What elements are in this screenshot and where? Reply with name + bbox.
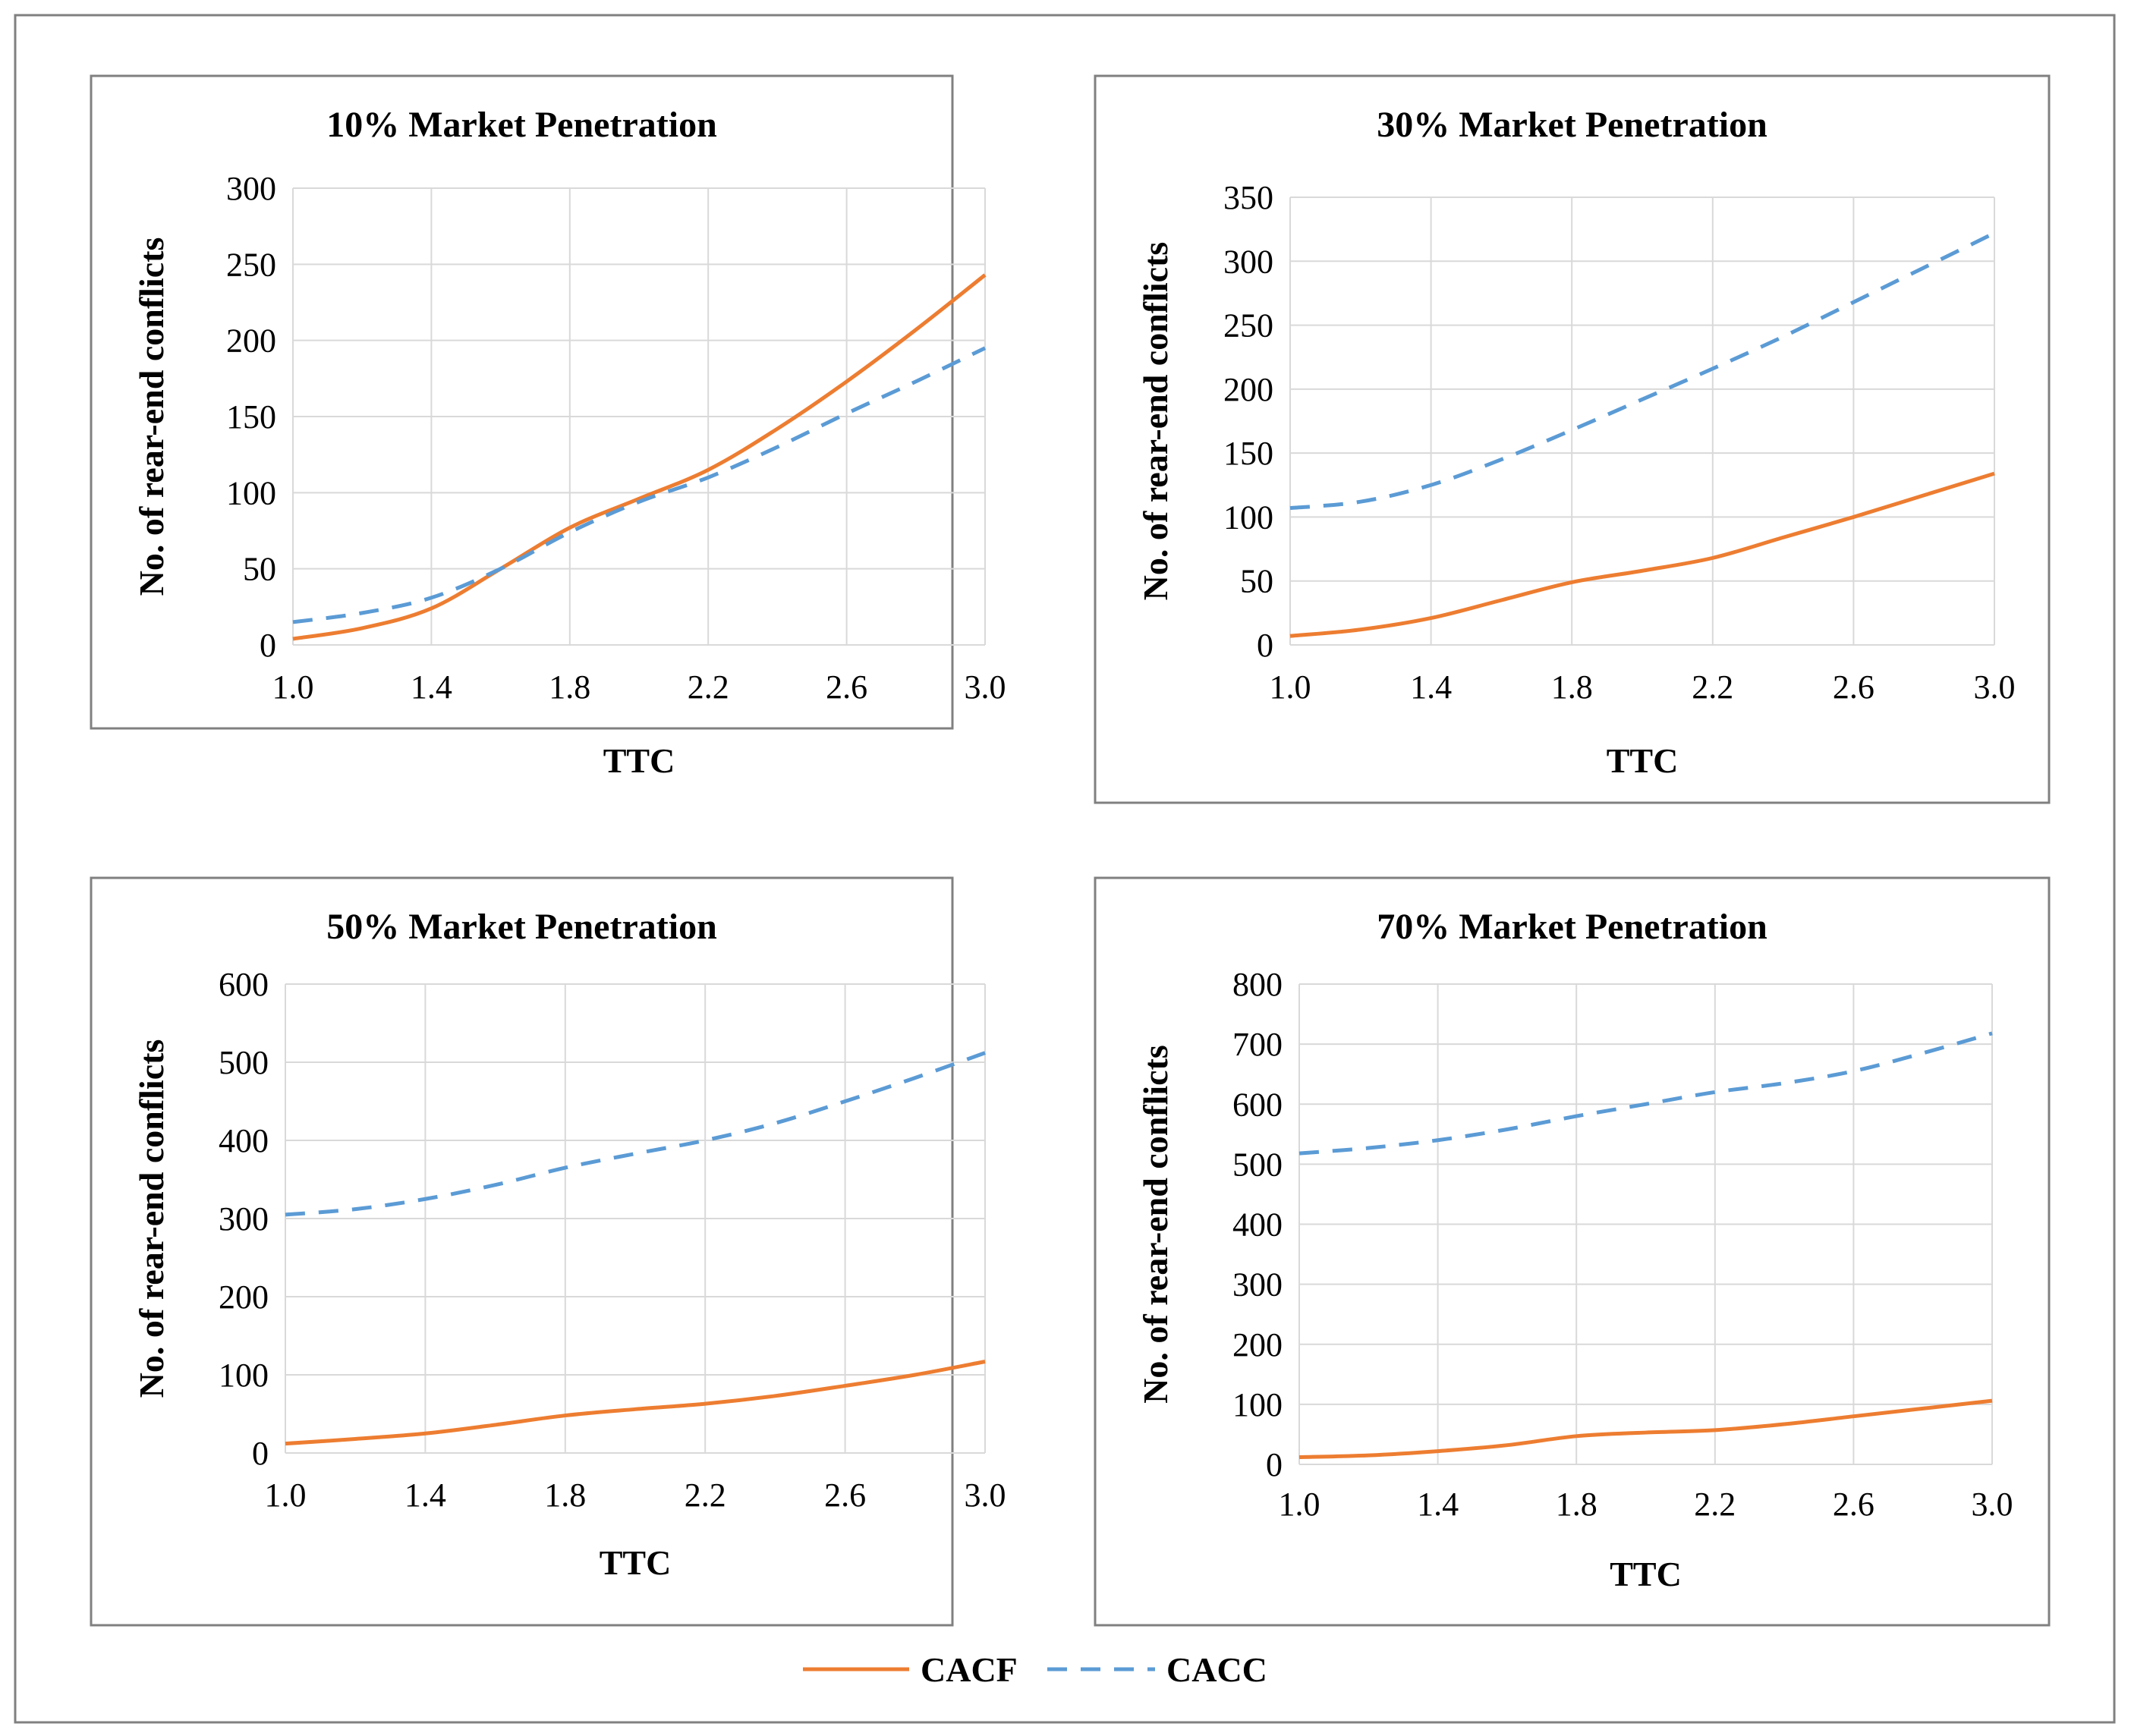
series-line-cacc <box>1298 1031 1993 1156</box>
panel-frame <box>90 74 954 730</box>
y-tick-label: 400 <box>1232 1206 1283 1244</box>
chart-panels: 10% Market Penetration 0 50 100 150 200 250 300… <box>90 74 2051 1627</box>
chart-title: 30% Market Penetration <box>1377 105 1767 145</box>
x-tick-label: 1.4 <box>411 668 452 706</box>
series-line-cacf <box>1298 1398 1993 1460</box>
series-line-cacc <box>285 1051 986 1217</box>
x-axis-label: TTC <box>1610 1555 1682 1593</box>
y-tick-label: 0 <box>252 1435 269 1472</box>
y-tick-label: 300 <box>226 170 276 207</box>
x-tick-label: 1.8 <box>1551 668 1593 706</box>
y-tick-label: 300 <box>1232 1266 1283 1304</box>
x-tick-label: 3.0 <box>965 668 1006 706</box>
series-line-cacf <box>1289 471 1995 638</box>
x-tick-label: 2.2 <box>688 668 729 706</box>
y-tick-label: 100 <box>1232 1386 1283 1423</box>
x-tick-label: 3.0 <box>1972 1486 2013 1523</box>
y-tick-label: 500 <box>1232 1146 1283 1183</box>
x-tick-label: 2.2 <box>1694 1486 1736 1523</box>
y-tick-label: 200 <box>1223 371 1273 408</box>
y-tick-label: 100 <box>1223 498 1273 536</box>
panel-frame <box>90 876 954 1627</box>
y-axis-label: No. of rear-end conflicts <box>132 237 171 596</box>
y-axis-label: No. of rear-end conflicts <box>1136 1045 1175 1404</box>
chart-panel-2: 30% Market Penetration 0 50 100 150 200 250 300… <box>1094 74 2051 804</box>
y-tick-label: 400 <box>219 1122 269 1159</box>
x-tick-label: 1.4 <box>1410 668 1452 706</box>
chart-panel-1: 10% Market Penetration 0 50 100 150 200 250 300… <box>90 74 1006 780</box>
y-tick-label: 200 <box>226 322 276 360</box>
y-tick-label: 700 <box>1232 1026 1283 1063</box>
x-tick-label: 3.0 <box>1974 668 2016 706</box>
x-tick-label: 1.4 <box>404 1477 446 1514</box>
x-tick-label: 2.6 <box>1833 668 1874 706</box>
x-axis-label: TTC <box>600 1543 672 1582</box>
x-tick-label: 1.8 <box>1556 1486 1597 1523</box>
y-tick-label: 0 <box>1266 1446 1283 1483</box>
y-tick-label: 250 <box>1223 307 1273 344</box>
x-tick-label: 2.6 <box>826 668 867 706</box>
chart-panel-3: 50% Market Penetration 0 100 200 300 400 500 60… <box>90 876 1006 1627</box>
y-tick-label: 150 <box>1223 435 1273 472</box>
x-tick-label: 1.0 <box>272 668 314 706</box>
x-tick-label: 1.0 <box>1279 1486 1320 1523</box>
chart-title: 10% Market Penetration <box>326 105 717 145</box>
x-tick-label: 2.6 <box>1833 1486 1874 1523</box>
x-axis-label: TTC <box>603 741 675 780</box>
y-tick-label: 250 <box>226 246 276 283</box>
chart-panel-4: 70% Market Penetration 0 100 200 300 400 500 60… <box>1094 876 2051 1627</box>
x-tick-label: 1.0 <box>265 1477 307 1514</box>
legend-label-cacc: CACC <box>1166 1650 1267 1689</box>
legend: CACF CACC <box>803 1650 1267 1689</box>
x-tick-label: 2.2 <box>685 1477 726 1514</box>
x-tick-label: 3.0 <box>965 1477 1006 1514</box>
x-axis-label: TTC <box>1607 741 1679 780</box>
x-tick-label: 1.8 <box>549 668 590 706</box>
x-tick-label: 1.8 <box>544 1477 586 1514</box>
y-tick-label: 800 <box>1232 966 1283 1003</box>
chart-title: 50% Market Penetration <box>326 907 717 947</box>
y-tick-label: 300 <box>1223 243 1273 280</box>
y-axis-label: No. of rear-end conflicts <box>132 1039 171 1398</box>
x-tick-label: 2.6 <box>824 1477 866 1514</box>
y-tick-label: 350 <box>1223 179 1273 216</box>
y-tick-label: 150 <box>226 398 276 436</box>
chart-title: 70% Market Penetration <box>1377 907 1767 947</box>
x-tick-label: 2.2 <box>1692 668 1733 706</box>
y-axis-label: No. of rear-end conflicts <box>1136 242 1175 601</box>
y-tick-label: 100 <box>219 1357 269 1394</box>
x-tick-label: 1.0 <box>1270 668 1311 706</box>
y-tick-label: 0 <box>260 627 276 664</box>
series-line-cacf <box>285 1360 986 1446</box>
legend-label-cacf: CACF <box>921 1650 1018 1689</box>
y-tick-label: 200 <box>1232 1326 1283 1363</box>
panel-frame <box>1094 876 2051 1627</box>
y-tick-label: 200 <box>219 1278 269 1316</box>
y-tick-label: 300 <box>219 1200 269 1238</box>
y-tick-label: 600 <box>219 966 269 1003</box>
series-line-cacc <box>1289 231 1996 511</box>
x-tick-label: 1.4 <box>1417 1486 1459 1523</box>
y-tick-label: 500 <box>219 1044 269 1081</box>
y-tick-label: 100 <box>226 474 276 511</box>
y-tick-label: 600 <box>1232 1086 1283 1123</box>
series-line-cacf <box>292 273 987 641</box>
y-tick-label: 50 <box>1240 563 1273 600</box>
series-line-cacc <box>292 346 987 624</box>
y-tick-label: 0 <box>1257 627 1273 664</box>
y-tick-label: 50 <box>243 551 276 588</box>
